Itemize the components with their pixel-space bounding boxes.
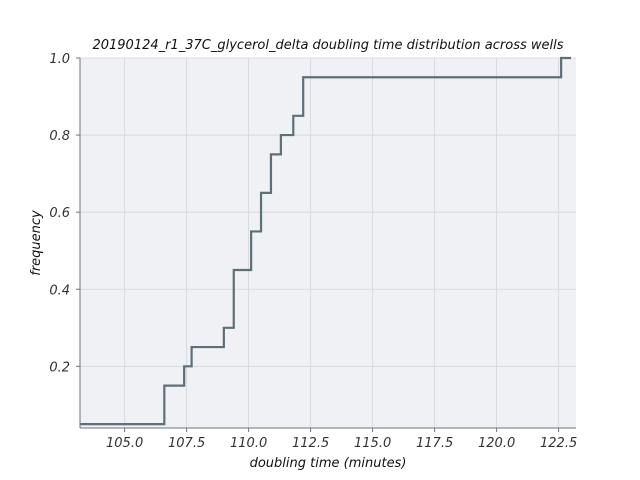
x-tick-label: 115.0 xyxy=(354,436,391,451)
x-tick-label: 117.5 xyxy=(416,436,453,451)
y-tick-label: 0.2 xyxy=(49,360,70,375)
x-gridlines xyxy=(124,58,560,428)
x-tick-label: 110.0 xyxy=(230,436,267,451)
x-tick-label: 122.5 xyxy=(540,436,577,451)
x-axis-label: doubling time (minutes) xyxy=(250,456,407,471)
y-tick-label: 0.6 xyxy=(49,206,70,221)
plot-background xyxy=(80,58,576,428)
y-tick-label: 1.0 xyxy=(49,52,70,67)
chart-title: 20190124_r1_37C_glycerol_delta doubling … xyxy=(92,38,563,53)
y-gridlines xyxy=(80,57,576,367)
x-axis-ticks: 105.0 107.5 110.0 112.5 115.0 117.5 120.0 122.5 xyxy=(106,428,577,451)
x-tick-label: 105.0 xyxy=(106,436,143,451)
y-tick-label: 0.8 xyxy=(49,129,70,144)
x-tick-label: 112.5 xyxy=(292,436,329,451)
y-axis-label: frequency xyxy=(29,210,44,276)
x-tick-label: 120.0 xyxy=(478,436,515,451)
x-tick-label: 107.5 xyxy=(168,436,205,451)
ecdf-step-line xyxy=(80,56,572,426)
y-tick-label: 0.4 xyxy=(49,283,70,298)
y-axis-ticks: 0.2 0.4 0.6 0.8 1.0 xyxy=(49,52,80,375)
